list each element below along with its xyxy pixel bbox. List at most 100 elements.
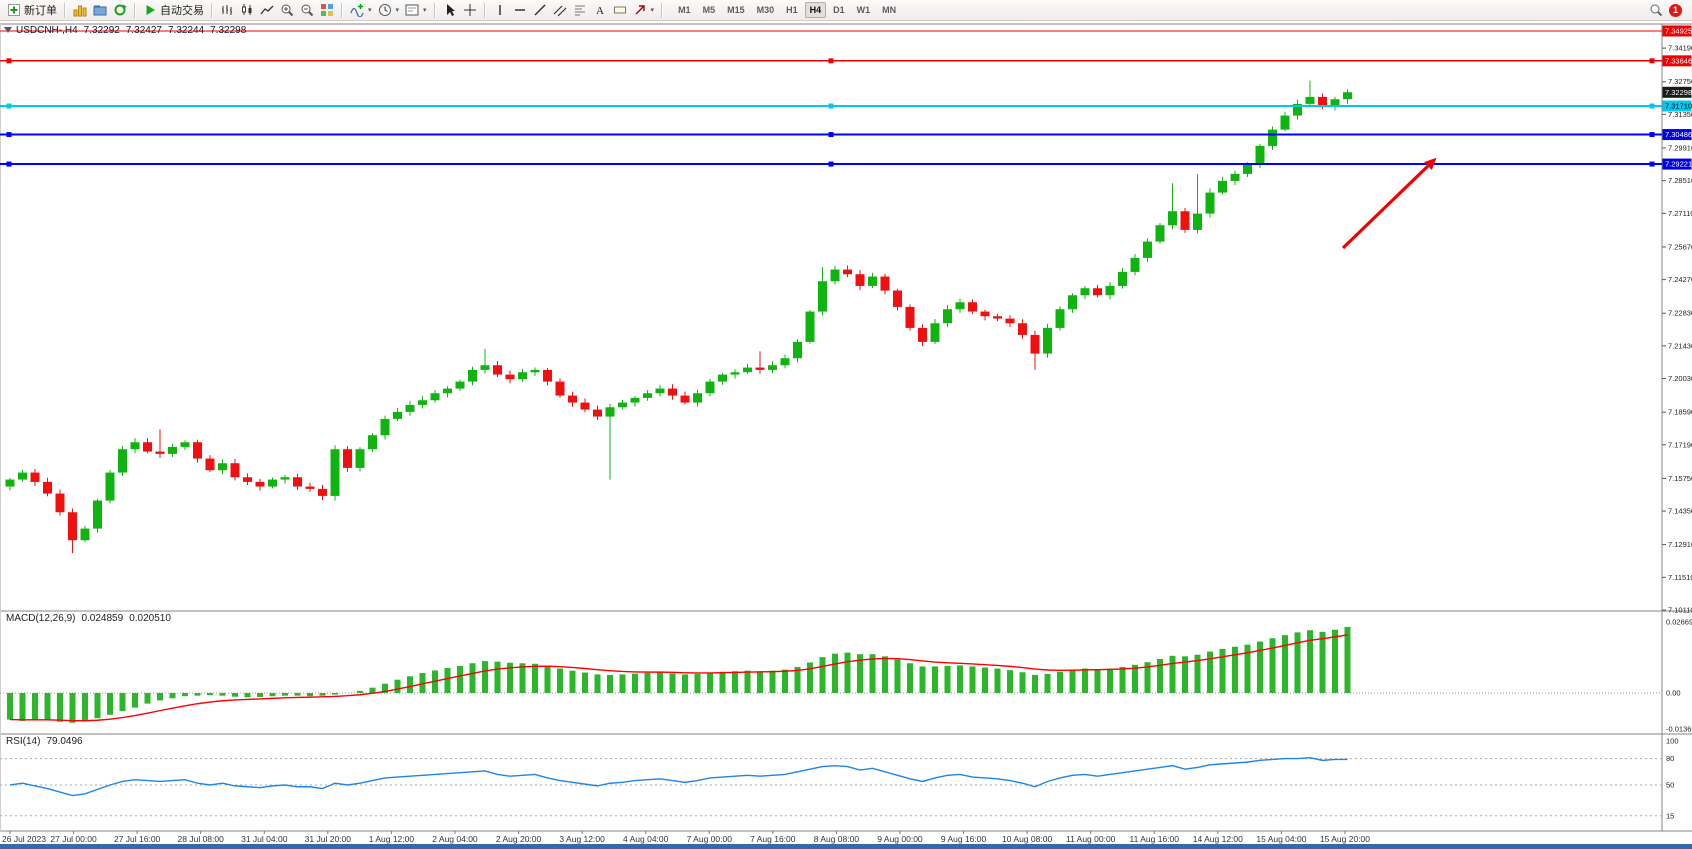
line-handle[interactable] bbox=[6, 58, 12, 64]
notification-badge[interactable]: 1 bbox=[1669, 3, 1682, 17]
line-handle[interactable] bbox=[828, 161, 834, 167]
arrows-button[interactable]: ▾ bbox=[630, 1, 658, 19]
candle-body bbox=[318, 488, 327, 496]
horizontal-line-button[interactable] bbox=[510, 1, 530, 19]
high-value: 7.32427 bbox=[125, 25, 162, 36]
line-handle[interactable] bbox=[828, 132, 834, 138]
candle-body bbox=[180, 442, 190, 447]
candle-body bbox=[1293, 103, 1302, 116]
candle-body bbox=[343, 449, 352, 468]
candle-body bbox=[93, 500, 102, 529]
bar-chart-button[interactable] bbox=[217, 1, 237, 19]
indicators-button[interactable]: ▾ bbox=[347, 1, 375, 19]
candle-body bbox=[55, 493, 65, 513]
new-order-button[interactable]: 新订单 bbox=[4, 1, 60, 19]
candle-body bbox=[230, 463, 240, 478]
price-marker bbox=[1662, 158, 1692, 170]
candle-body bbox=[855, 274, 865, 286]
dropdown-caret: ▾ bbox=[368, 7, 372, 14]
chart-window[interactable]: 7.34190 7.32750 7.31350 7.29910 7.28510 7.271… bbox=[0, 22, 1692, 849]
timeframe-button-m1[interactable]: M1 bbox=[673, 2, 696, 18]
candle-body bbox=[155, 451, 165, 454]
price-tick-label: 7.27110 bbox=[1668, 209, 1692, 218]
timeframe-button-d1[interactable]: D1 bbox=[828, 2, 850, 18]
time-label: 15 Aug 20:00 bbox=[1320, 834, 1370, 844]
close-value: 7.32298 bbox=[210, 25, 247, 36]
price-marker-label: 7.33646 bbox=[1665, 56, 1692, 65]
refresh-icon bbox=[113, 3, 127, 17]
chart-background[interactable] bbox=[0, 22, 1692, 844]
low-value: 7.32244 bbox=[167, 25, 205, 36]
periods-button[interactable]: ▾ bbox=[375, 1, 403, 19]
annotation-arrow-head[interactable] bbox=[1424, 157, 1437, 170]
line-handle[interactable] bbox=[1649, 161, 1655, 167]
timeframe-button-h1[interactable]: H1 bbox=[781, 2, 803, 18]
candle-body bbox=[1155, 225, 1165, 242]
templates-button[interactable]: ▾ bbox=[402, 1, 430, 19]
trendline-button[interactable] bbox=[530, 1, 550, 19]
chart-canvas[interactable]: 7.34190 7.32750 7.31350 7.29910 7.28510 7.271… bbox=[0, 22, 1692, 849]
toolbar-separator bbox=[661, 2, 664, 18]
cursor-button[interactable] bbox=[440, 1, 460, 19]
candle-body bbox=[1105, 285, 1115, 296]
dropdown-caret: ▾ bbox=[423, 7, 427, 14]
profiles-button[interactable] bbox=[90, 1, 110, 19]
candle-body bbox=[680, 395, 690, 403]
line-handle[interactable] bbox=[1649, 58, 1655, 64]
search-icon[interactable] bbox=[1649, 3, 1663, 17]
price-marker bbox=[1662, 55, 1692, 67]
line-handle[interactable] bbox=[828, 58, 834, 64]
candle-body bbox=[43, 481, 52, 494]
line-handle[interactable] bbox=[1649, 132, 1655, 138]
time-label: 1 Aug 12:00 bbox=[369, 834, 415, 844]
candle-body bbox=[280, 477, 290, 480]
candle-body bbox=[68, 512, 77, 541]
text-button[interactable]: A bbox=[590, 1, 610, 19]
timeframe-button-mn[interactable]: MN bbox=[877, 2, 901, 18]
candle-body bbox=[368, 435, 377, 450]
price-tick-label: 7.17190 bbox=[1668, 440, 1692, 449]
autotrading-button[interactable]: 自动交易 bbox=[140, 1, 207, 19]
dropdown-caret: ▾ bbox=[650, 7, 655, 14]
annotation-arrow-shaft[interactable] bbox=[1341, 164, 1430, 250]
line-handle[interactable] bbox=[6, 132, 12, 138]
candle-body bbox=[655, 388, 665, 394]
timeframe-button-h4[interactable]: H4 bbox=[804, 2, 827, 18]
timeframe-button-m5[interactable]: M5 bbox=[698, 2, 721, 18]
tile-windows-button[interactable] bbox=[317, 1, 337, 19]
time-label: 15 Aug 04:00 bbox=[1256, 834, 1306, 844]
candlestick-button[interactable] bbox=[237, 1, 257, 19]
line-chart-button[interactable] bbox=[257, 1, 277, 19]
vertical-line-button[interactable] bbox=[490, 1, 510, 19]
line-handle[interactable] bbox=[6, 103, 12, 109]
price-marker-label: 7.29221 bbox=[1665, 160, 1692, 169]
line-handle[interactable] bbox=[1649, 103, 1655, 109]
zoom-out-button[interactable] bbox=[297, 1, 317, 19]
new-chart-button[interactable] bbox=[70, 1, 90, 19]
candle-body bbox=[405, 404, 415, 412]
timeframe-button-m30[interactable]: M30 bbox=[752, 2, 780, 18]
price-marker bbox=[1662, 86, 1692, 98]
candle-body bbox=[468, 369, 477, 382]
horizontal-line-icon bbox=[513, 3, 527, 17]
timeframe-button-m15[interactable]: M15 bbox=[722, 2, 750, 18]
line-handle[interactable] bbox=[828, 103, 834, 109]
channel-button[interactable] bbox=[550, 1, 570, 19]
price-tick-label: 7.34190 bbox=[1668, 44, 1692, 53]
one-click-trading-toggle-icon[interactable] bbox=[4, 27, 12, 33]
line-handle[interactable] bbox=[6, 161, 12, 167]
price-tick-label: 7.28510 bbox=[1668, 176, 1692, 185]
candle-body bbox=[880, 276, 890, 291]
crosshair-button[interactable] bbox=[460, 1, 480, 19]
candle-body bbox=[968, 302, 977, 312]
rsi-scale-label: 100 bbox=[1666, 737, 1679, 746]
price-marker-label: 7.34925 bbox=[1665, 26, 1692, 35]
refresh-button[interactable] bbox=[110, 1, 130, 19]
zoom-in-button[interactable] bbox=[277, 1, 297, 19]
timeframe-button-w1[interactable]: W1 bbox=[852, 2, 876, 18]
time-label: 3 Aug 12:00 bbox=[559, 834, 605, 844]
candle-body bbox=[380, 418, 390, 436]
symbol-period-label: USDCNH-,H4 bbox=[16, 25, 78, 36]
label-button[interactable] bbox=[610, 1, 630, 19]
fibonacci-button[interactable] bbox=[570, 1, 590, 19]
